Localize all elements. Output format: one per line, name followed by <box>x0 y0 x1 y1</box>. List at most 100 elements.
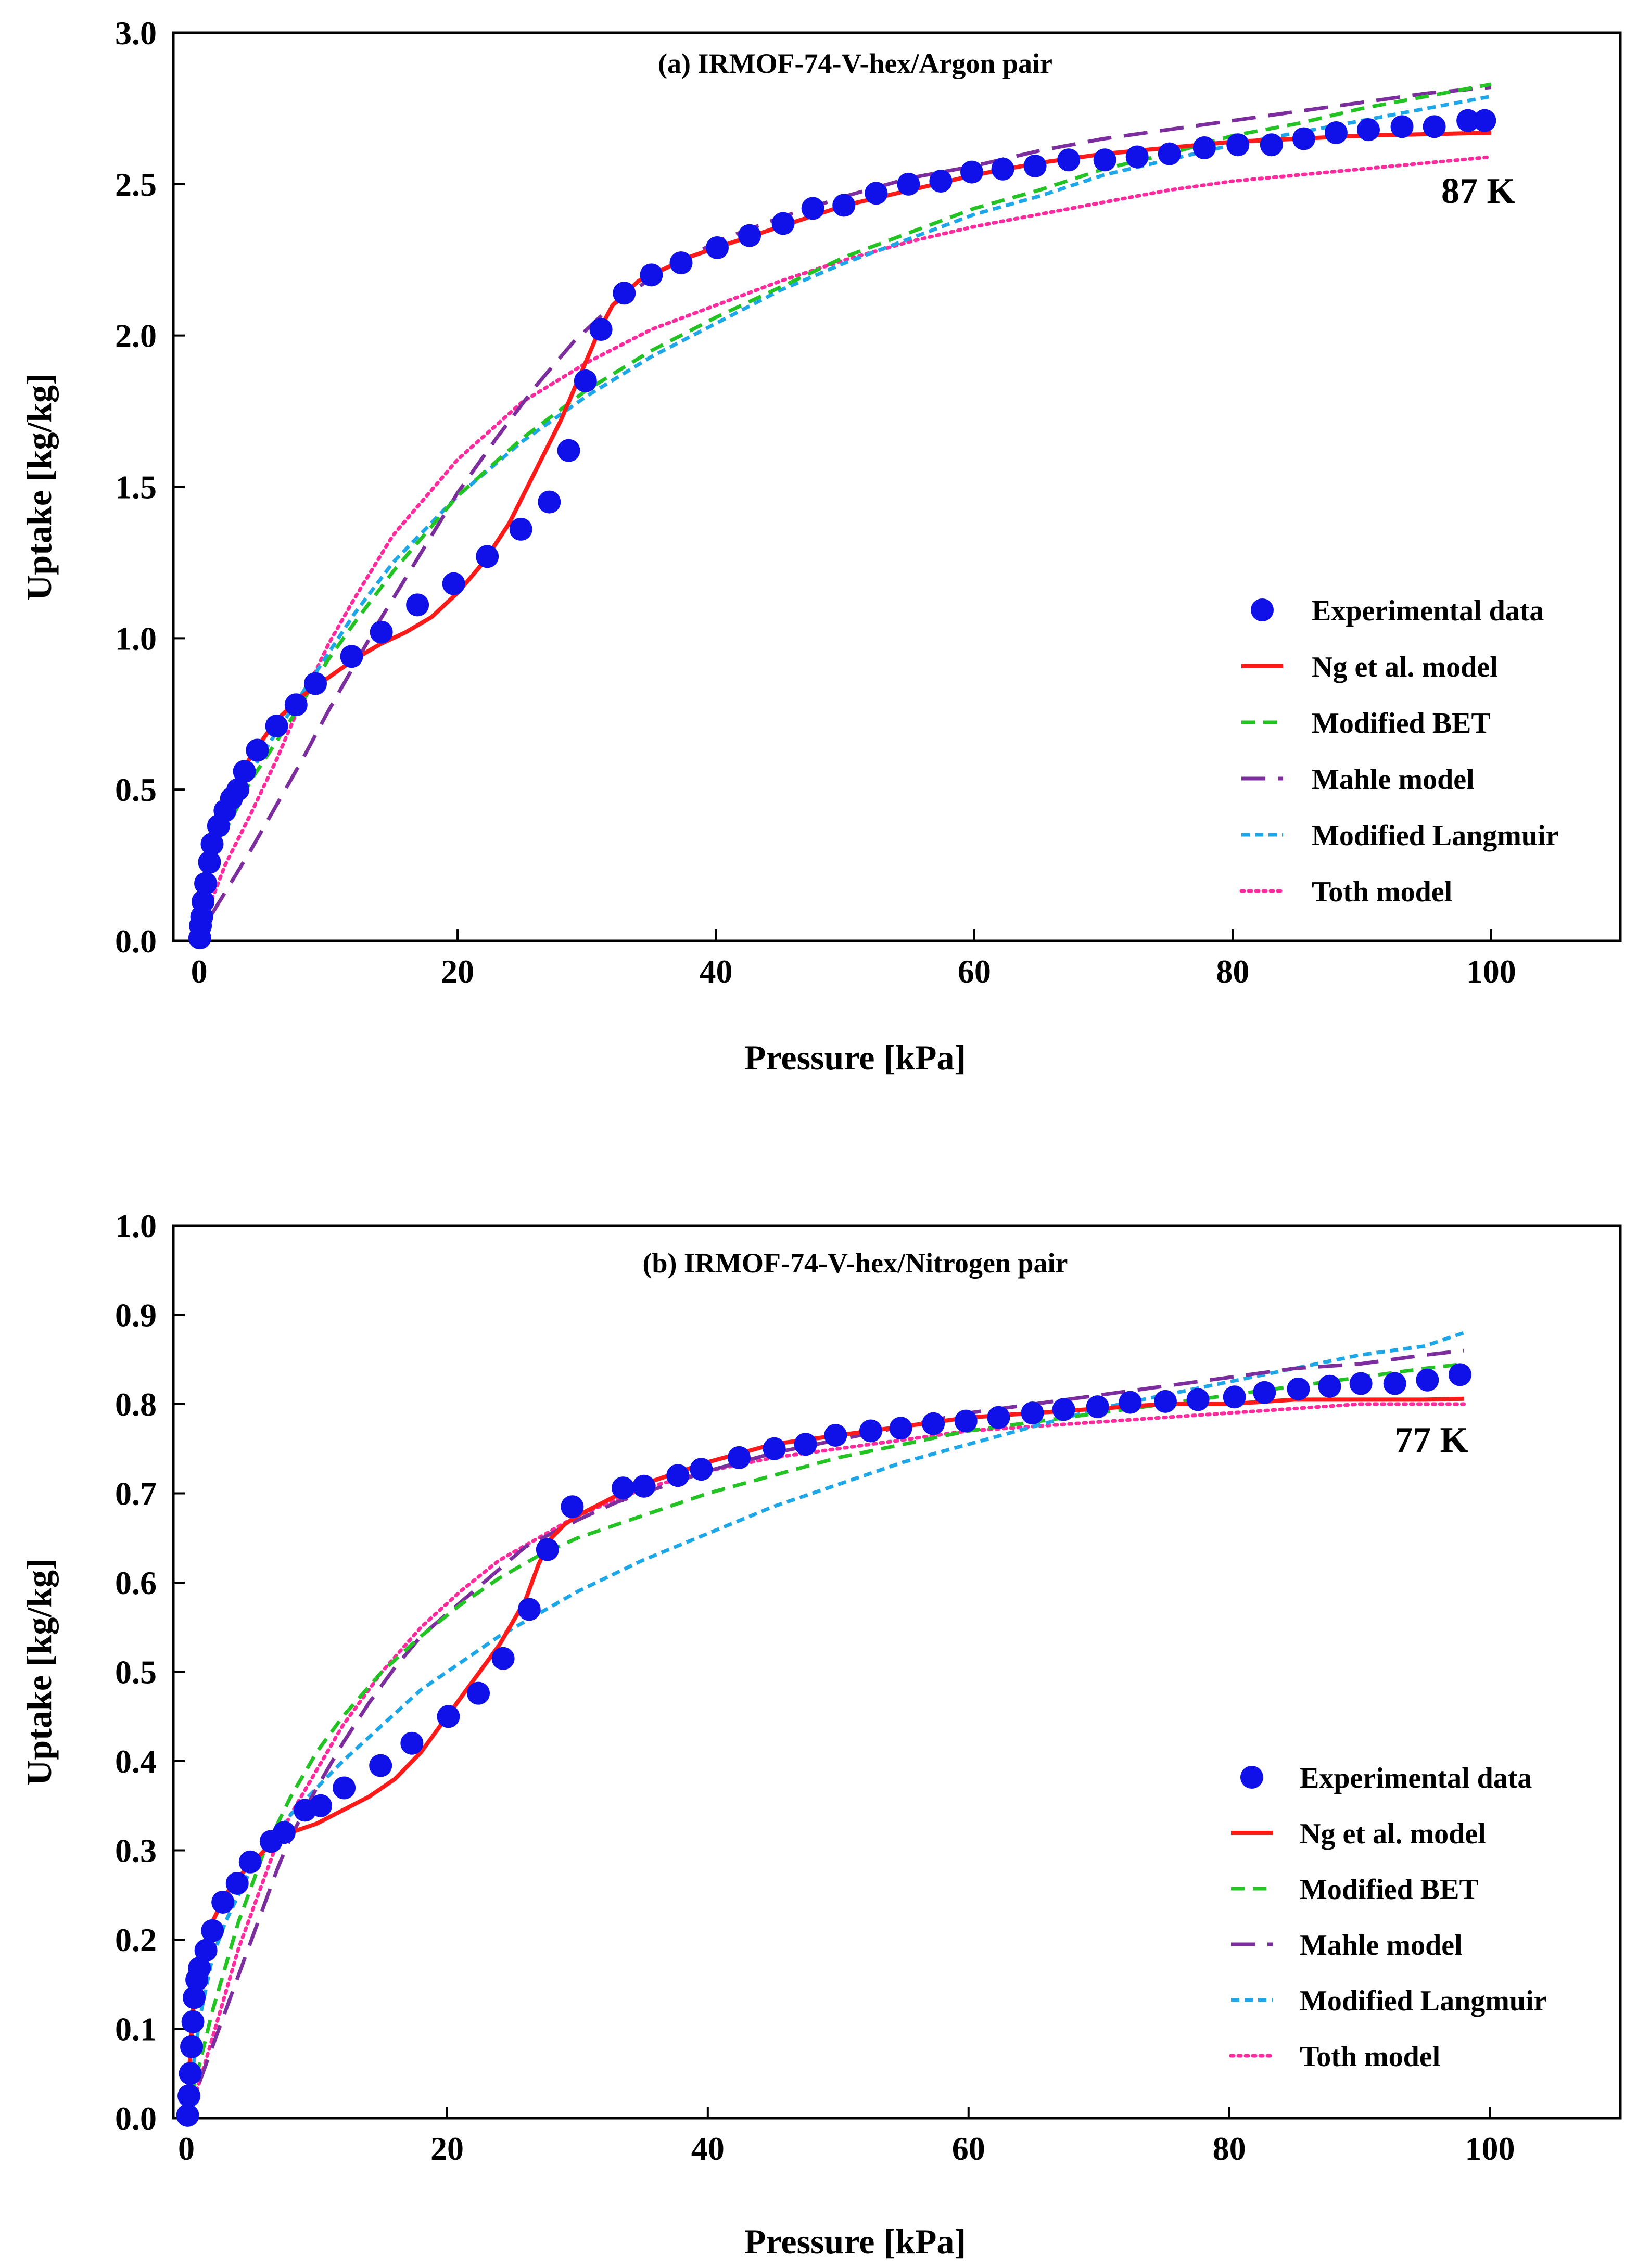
data-point <box>557 439 580 462</box>
data-point <box>225 1871 249 1895</box>
data-point <box>1292 127 1315 150</box>
x-tick-label: 80 <box>1213 2130 1246 2167</box>
data-point <box>194 872 218 895</box>
data-point <box>738 224 761 247</box>
chart-title: (a) IRMOF-74-V-hex/Argon pair <box>658 48 1052 79</box>
y-tick-label: 2.0 <box>115 317 157 354</box>
series-line-toth-model <box>197 155 1493 943</box>
data-point <box>284 693 308 717</box>
data-point <box>1473 109 1496 132</box>
data-point <box>824 1424 847 1447</box>
data-point <box>794 1433 817 1456</box>
series-line-toth-model <box>184 1402 1466 2120</box>
data-point <box>437 1705 460 1728</box>
data-point <box>690 1458 713 1481</box>
x-tick-label: 60 <box>958 953 991 990</box>
legend-label: Toth model <box>1312 876 1452 908</box>
data-point <box>272 1821 296 1844</box>
x-tick-label: 40 <box>700 953 733 990</box>
data-point <box>669 251 693 275</box>
data-point <box>960 160 983 184</box>
data-point <box>1390 115 1414 138</box>
data-point <box>1153 1390 1177 1413</box>
data-point <box>177 2084 201 2108</box>
data-point <box>179 2062 202 2085</box>
data-point <box>1192 136 1216 160</box>
data-point <box>536 1538 559 1561</box>
data-point <box>889 1417 912 1440</box>
data-point <box>1125 145 1149 169</box>
y-axis-label: Uptake [kg/kg] <box>19 1558 59 1785</box>
x-tick-label: 20 <box>430 2130 464 2167</box>
data-point <box>238 1850 262 1874</box>
data-point <box>1093 148 1116 172</box>
data-point <box>181 2010 205 2033</box>
chart-title: (b) IRMOF-74-V-hex/Nitrogen pair <box>643 1247 1068 1279</box>
data-point <box>442 572 465 595</box>
temperature-label: 87 K <box>1441 171 1515 211</box>
data-point <box>1383 1372 1406 1395</box>
data-point <box>1253 1381 1276 1404</box>
data-point <box>400 1731 424 1755</box>
data-point <box>640 263 663 287</box>
data-point <box>763 1437 786 1460</box>
data-point <box>509 517 532 541</box>
legend-label: Mahle model <box>1300 1929 1463 1961</box>
data-point <box>727 1446 751 1469</box>
data-point <box>612 1476 635 1500</box>
y-tick-label: 2.5 <box>115 166 157 203</box>
data-point <box>491 1647 515 1670</box>
y-tick-label: 1.0 <box>115 620 157 657</box>
data-point <box>211 1890 235 1914</box>
legend-label: Modified BET <box>1312 707 1491 740</box>
y-tick-label: 1.5 <box>115 469 157 506</box>
data-point <box>897 172 920 196</box>
data-point <box>1456 109 1480 132</box>
data-point <box>1356 118 1380 142</box>
legend-label: Ng et al. model <box>1300 1818 1486 1850</box>
data-point <box>922 1412 945 1435</box>
data-point <box>1416 1368 1439 1392</box>
y-tick-label: 1.0 <box>115 1207 157 1244</box>
data-point <box>1287 1377 1310 1400</box>
legend-label: Modified Langmuir <box>1312 820 1558 852</box>
legend-label: Experimental data <box>1312 595 1544 627</box>
legend-label: Modified BET <box>1300 1874 1479 1906</box>
axis-ticks: 0 20 40 60 80 100 0.0 0.1 0.2 0.3 0.4 0.5 0.6 0.7 0.8 0… <box>115 1207 1515 2167</box>
data-point <box>198 850 221 874</box>
data-point <box>613 282 636 305</box>
data-point <box>406 593 429 617</box>
y-tick-label: 0.5 <box>115 1654 157 1691</box>
panel-a: 0 20 40 60 80 100 0.0 0.5 1.0 1.5 2.0 2.5 3.0 Experi… <box>19 15 1622 1077</box>
data-point <box>180 2035 204 2058</box>
legend-label: Modified Langmuir <box>1300 1985 1546 2017</box>
y-tick-label: 0.5 <box>115 771 157 808</box>
y-tick-label: 0.9 <box>115 1297 157 1334</box>
data-point <box>1186 1388 1210 1411</box>
legend-label: Mahle model <box>1312 763 1475 796</box>
data-point <box>859 1419 882 1443</box>
data-point <box>1349 1372 1373 1395</box>
data-point <box>1226 133 1250 157</box>
data-point <box>1057 148 1081 172</box>
legend: Experimental data Ng et al. model Modified… <box>1239 595 1558 908</box>
y-tick-label: 0.0 <box>115 2100 157 2137</box>
x-axis-label: Pressure [kPa] <box>744 1038 966 1077</box>
x-tick-label: 40 <box>691 2130 725 2167</box>
data-point <box>246 738 269 762</box>
data-point <box>1260 133 1283 157</box>
data-point <box>309 1794 333 1817</box>
y-tick-label: 0.7 <box>115 1475 157 1512</box>
data-point <box>1052 1398 1075 1421</box>
data-point <box>1324 121 1348 144</box>
legend: Experimental data Ng et al. model Modified… <box>1229 1762 1546 2073</box>
y-axis-label: Uptake [kg/kg] <box>19 373 59 600</box>
x-tick-label: 60 <box>952 2130 985 2167</box>
data-point <box>1119 1391 1142 1414</box>
data-point <box>1086 1395 1109 1419</box>
y-tick-label: 0.2 <box>115 1921 157 1958</box>
data-point <box>1021 1401 1044 1425</box>
